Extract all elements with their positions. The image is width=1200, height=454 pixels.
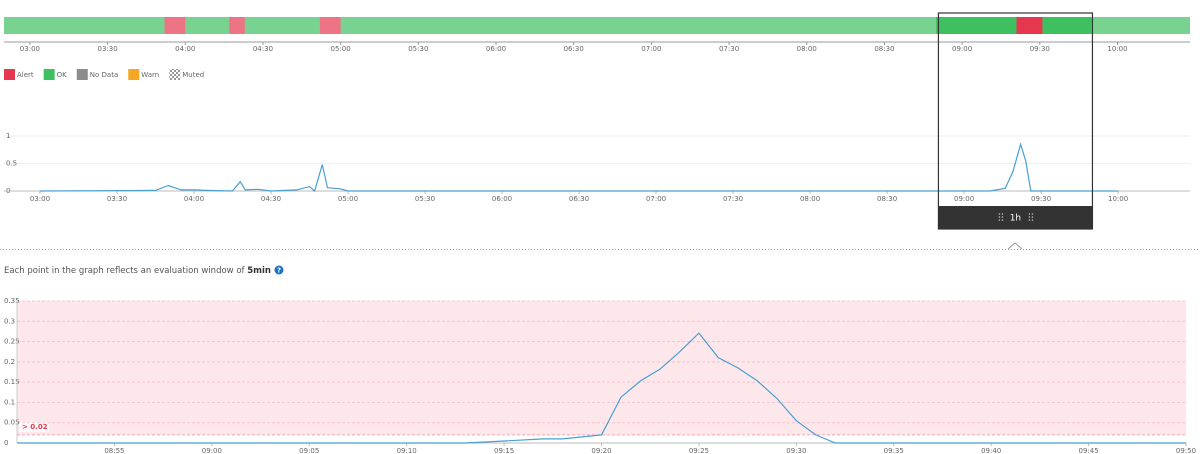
x-tick-label: 08:30 (877, 195, 897, 203)
status-tick-label: 07:30 (719, 45, 739, 53)
note-text: Each point in the graph reflects an eval… (4, 266, 247, 276)
threshold-label: > 0.02 (22, 423, 48, 431)
window-caret (1007, 242, 1023, 250)
x-tick-label: 05:30 (415, 195, 435, 203)
grip-dot (1001, 216, 1004, 218)
x-tick-label: 09:35 (884, 447, 904, 454)
x-tick-label: 09:15 (494, 447, 514, 454)
status-dim (1091, 17, 1190, 34)
status-alert (319, 17, 341, 34)
status-tick-label: 05:00 (331, 45, 351, 53)
x-tick-label: 09:50 (1176, 447, 1196, 454)
data-line (39, 142, 1119, 193)
y-tick-label: 0.1 (4, 398, 15, 406)
x-tick-label: 04:00 (184, 195, 204, 203)
x-tick-label: 03:30 (107, 195, 127, 203)
note-window: 5min (247, 266, 271, 276)
svg-text:?: ? (277, 267, 281, 275)
status-tick-label: 09:30 (1030, 45, 1050, 53)
legend-swatch (4, 69, 15, 80)
x-tick-label: 09:20 (591, 447, 611, 454)
status-tick-label: 07:00 (641, 45, 661, 53)
help-icon[interactable]: ? (274, 265, 284, 275)
status-alert (229, 17, 245, 34)
x-tick-label: 09:00 (202, 447, 222, 454)
status-tick-label: 05:30 (408, 45, 428, 53)
y-tick-label: 0.35 (4, 297, 20, 305)
grip-dot (1001, 213, 1004, 215)
x-tick-label: 10:00 (1108, 195, 1128, 203)
grip-dot (1028, 219, 1031, 221)
status-tick-label: 03:30 (97, 45, 117, 53)
legend-label: Muted (182, 71, 204, 79)
status-tick-label: 06:30 (564, 45, 584, 53)
x-tick-label: 04:30 (261, 195, 281, 203)
status-alert (1016, 17, 1043, 34)
grip-dot (1001, 219, 1004, 221)
x-tick-label: 09:30 (1031, 195, 1051, 203)
legend-label: No Data (90, 71, 118, 79)
x-tick-label: 09:00 (954, 195, 974, 203)
x-tick-label: 08:00 (800, 195, 820, 203)
legend-label: Alert (17, 71, 34, 79)
legend-label: Warn (141, 71, 159, 79)
grip-dot (1031, 213, 1034, 215)
x-tick-label: 06:30 (569, 195, 589, 203)
x-tick-label: 09:45 (1078, 447, 1098, 454)
status-ok (4, 17, 1190, 34)
x-tick-label: 09:30 (786, 447, 806, 454)
x-tick-label: 06:00 (492, 195, 512, 203)
status-tick-label: 10:00 (1107, 45, 1127, 53)
grip-dot (1031, 219, 1034, 221)
y-tick-label: 0.2 (4, 358, 15, 366)
status-dim (4, 17, 937, 34)
threshold-badge (19, 421, 49, 432)
x-tick-label: 03:00 (30, 195, 50, 203)
x-tick-label: 07:00 (646, 195, 666, 203)
legend-label: OK (57, 71, 68, 79)
grip-dot (998, 219, 1001, 221)
y-tick-label: 0 (4, 439, 8, 447)
x-tick-label: 08:55 (104, 447, 124, 454)
window-handle[interactable]: 1h (938, 206, 1093, 229)
status-tick-label: 03:00 (20, 45, 40, 53)
y-tick-label: 0.5 (6, 160, 17, 168)
grip-dot (998, 213, 1001, 215)
window-handle-bar (938, 206, 1093, 229)
status-tick-label: 08:00 (797, 45, 817, 53)
grip-dot (1028, 213, 1031, 215)
status-tick-label: 04:00 (175, 45, 195, 53)
y-tick-label: 0.15 (4, 378, 20, 386)
x-tick-label: 07:30 (723, 195, 743, 203)
legend-swatch (76, 69, 88, 80)
threshold-region (17, 301, 1186, 435)
y-tick-label: 1 (6, 132, 10, 140)
status-tick-label: 04:30 (253, 45, 273, 53)
evaluation-note: Each point in the graph reflects an eval… (4, 266, 271, 276)
x-tick-label: 09:10 (397, 447, 417, 454)
grip-dot (1031, 216, 1034, 218)
grip-dot (998, 216, 1001, 218)
status-tick-label: 09:00 (952, 45, 972, 53)
x-tick-label: 09:40 (981, 447, 1001, 454)
legend-swatch (43, 69, 55, 80)
legend-swatch (169, 69, 181, 80)
x-tick-label: 09:05 (299, 447, 319, 454)
status-tick-label: 06:00 (486, 45, 506, 53)
data-line (17, 332, 1186, 444)
status-tick-label: 08:30 (874, 45, 894, 53)
grip-dot (1028, 216, 1031, 218)
window-label: 1h (1010, 214, 1021, 224)
y-tick-label: 0.05 (4, 419, 20, 427)
y-tick-label: 0.25 (4, 338, 20, 346)
y-tick-label: 0.3 (4, 317, 15, 325)
status-alert (164, 17, 186, 34)
x-tick-label: 09:25 (689, 447, 709, 454)
x-tick-label: 05:00 (338, 195, 358, 203)
legend-swatch (128, 69, 140, 80)
